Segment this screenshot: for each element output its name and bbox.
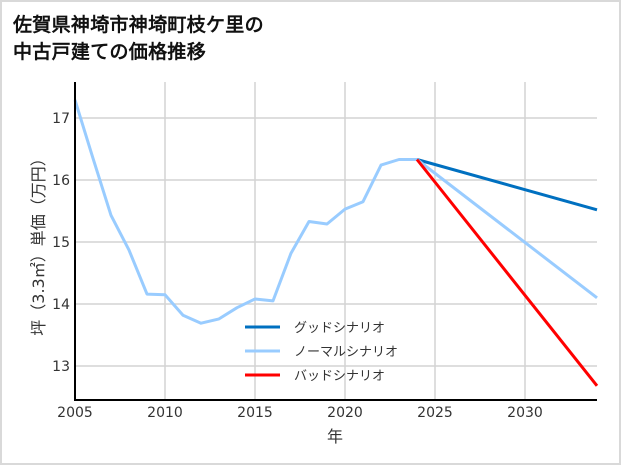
grid-lines [74, 82, 597, 400]
axes [74, 82, 597, 401]
x-tick-label: 2020 [327, 405, 363, 421]
legend-label: グッドシナリオ [294, 321, 385, 336]
x-tick-label: 2005 [57, 405, 93, 421]
y-tick-label: 14 [52, 297, 70, 313]
chart-title: 佐賀県神埼市神埼町枝ケ里の 中古戸建ての価格推移 [13, 12, 264, 66]
legend-item: ノーマルシナリオ [245, 345, 398, 360]
series-line-グッドシナリオ [416, 158, 598, 212]
x-tick-label: 2015 [237, 405, 273, 421]
legend-label: バッドシナリオ [294, 369, 385, 384]
chart-title-line-2: 中古戸建ての価格推移 [13, 41, 207, 63]
y-axis-label: 坪（3.3㎡）単価（万円） [29, 150, 48, 335]
x-tick-label: 2030 [507, 405, 543, 421]
y-tick-label: 16 [52, 173, 70, 189]
series-line-バッドシナリオ [415, 158, 599, 387]
x-tick-label: 2010 [147, 405, 183, 421]
y-tick-labels: 13 14 15 16 17 [52, 111, 70, 375]
legend-item: バッドシナリオ [245, 369, 385, 384]
legend-item: グッドシナリオ [245, 321, 385, 336]
series-line-historical [73, 99, 417, 325]
series-line-ノーマルシナリオ [416, 158, 598, 299]
x-tick-labels: 2005 2010 2015 2020 2025 2030 [57, 405, 543, 421]
chart-title-line-1: 佐賀県神埼市神埼町枝ケ里の [13, 14, 264, 36]
x-tick-label: 2025 [417, 405, 453, 421]
legend-label: ノーマルシナリオ [294, 345, 398, 360]
y-tick-label: 17 [52, 111, 70, 127]
y-tick-label: 13 [52, 359, 70, 375]
data-series [73, 99, 599, 387]
y-tick-label: 15 [52, 235, 70, 251]
x-axis-label: 年 [327, 427, 343, 446]
